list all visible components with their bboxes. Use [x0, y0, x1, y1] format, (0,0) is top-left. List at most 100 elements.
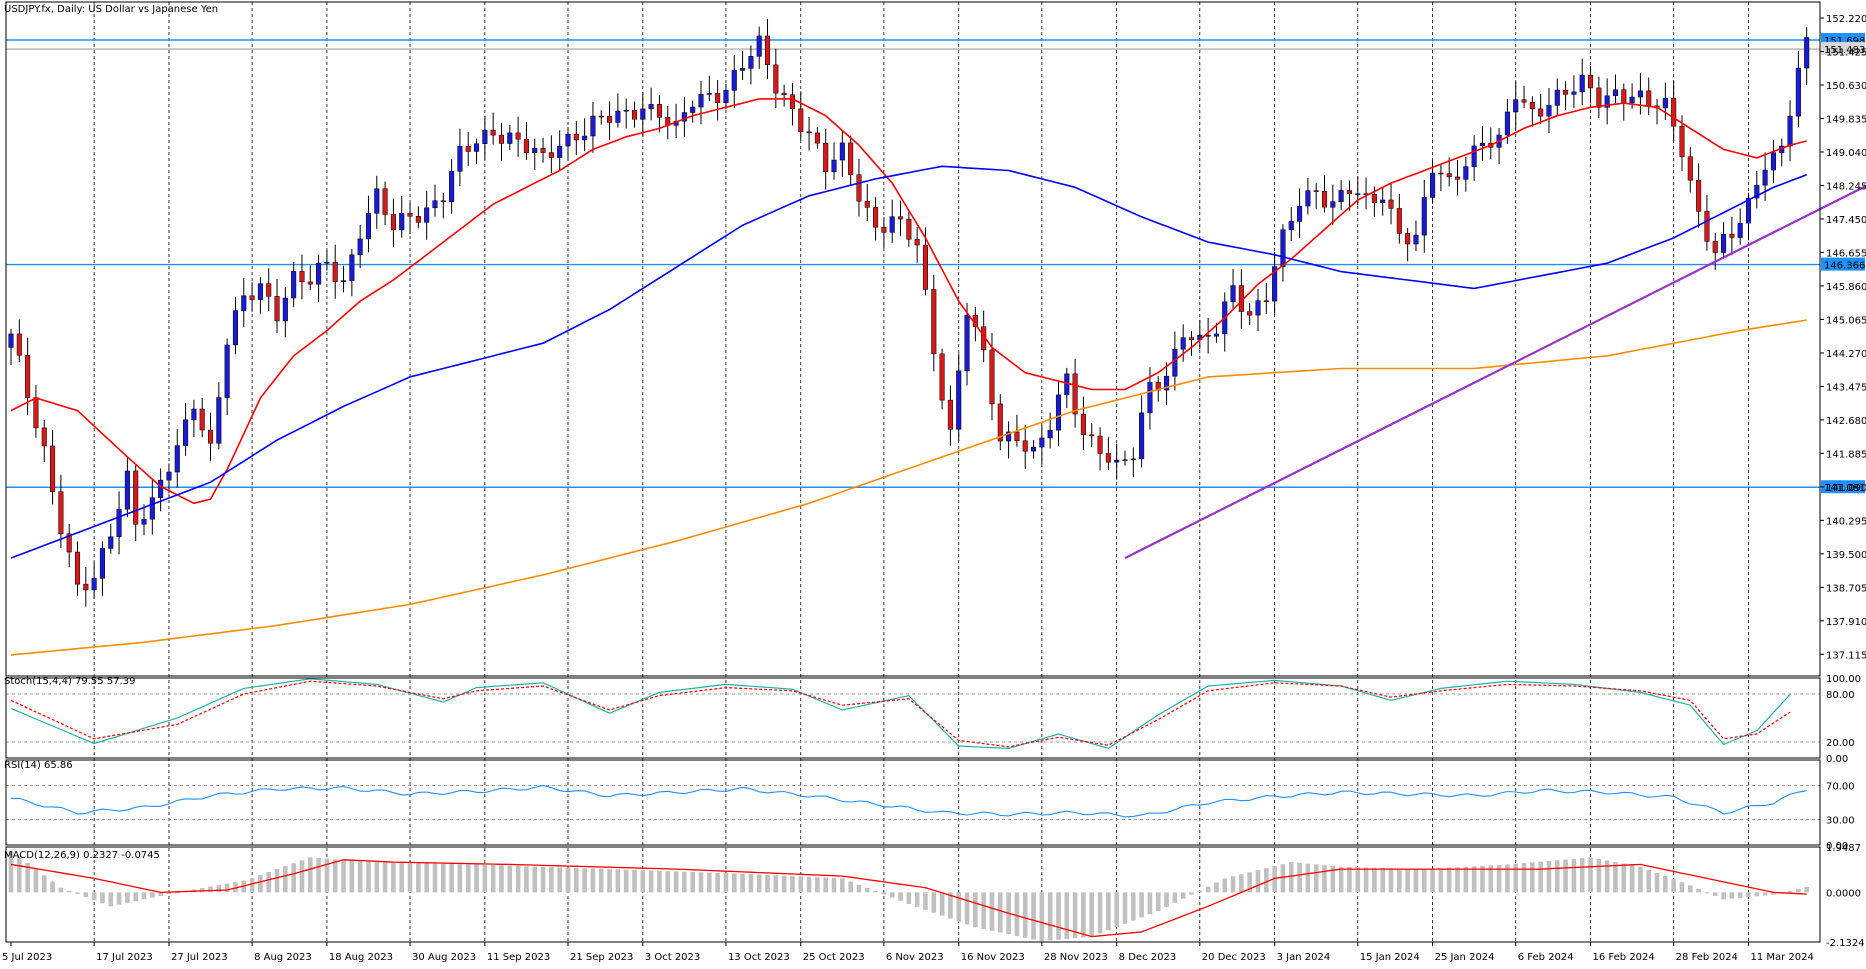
- macd-histogram-bar: [998, 892, 1003, 933]
- macd-title: MACD(12,26,9) 0.2327 -0.0745: [4, 850, 160, 861]
- macd-histogram-bar: [765, 874, 770, 893]
- macd-histogram-bar: [1430, 868, 1435, 893]
- macd-histogram-bar: [1804, 886, 1809, 893]
- macd-histogram-bar: [1696, 888, 1701, 893]
- candle-bullish: [1745, 197, 1752, 224]
- macd-signal-line: [10, 859, 1807, 938]
- macd-histogram-bar: [465, 864, 471, 893]
- candle-bearish: [873, 207, 879, 228]
- candle-bullish: [839, 142, 845, 161]
- macd-histogram-bar: [1114, 892, 1119, 927]
- candle-bearish: [498, 134, 505, 144]
- candle-bearish: [133, 470, 139, 525]
- macd-histogram-bar: [1596, 858, 1602, 893]
- candle-bearish: [1704, 211, 1710, 242]
- macd-histogram-bar: [133, 892, 138, 902]
- rsi-pane[interactable]: [6, 784, 1820, 820]
- macd-histogram-bar: [1563, 859, 1568, 893]
- candle-bearish: [415, 215, 421, 223]
- candle-bullish: [424, 207, 430, 223]
- candle-bearish: [989, 349, 995, 405]
- macd-histogram-bar: [474, 864, 479, 893]
- candle-bullish: [1130, 458, 1136, 461]
- macd-pane[interactable]: [8, 850, 1809, 942]
- macd-histogram-bar: [233, 882, 238, 893]
- macd-histogram-bar: [1297, 862, 1302, 893]
- macd-histogram-bar: [1056, 892, 1061, 940]
- candle-bullish: [756, 35, 762, 57]
- candle-bullish: [740, 68, 746, 71]
- candle-bearish: [773, 64, 779, 94]
- macd-histogram-bar: [25, 862, 30, 893]
- macd-histogram-bar: [1330, 865, 1336, 893]
- candle-bullish: [1421, 197, 1427, 236]
- price-pane[interactable]: 151.698 146.366 141.081 151.483: [6, 19, 1866, 656]
- macd-histogram-bar: [1280, 864, 1286, 893]
- candle-bearish: [1405, 233, 1411, 245]
- candle-bullish: [1637, 90, 1643, 98]
- macd-histogram-bar: [648, 870, 654, 893]
- macd-histogram-bar: [1039, 892, 1045, 942]
- y-tick-label: 141.090: [1826, 483, 1866, 494]
- candle-bearish: [1696, 179, 1702, 212]
- current-price-label: 151.483: [1824, 45, 1865, 56]
- macd-histogram-bar: [1671, 879, 1676, 893]
- candle-bullish: [1479, 142, 1486, 147]
- macd-histogram-bar: [657, 870, 662, 893]
- candle-bearish: [1454, 176, 1461, 180]
- candle-bullish: [1288, 221, 1294, 230]
- macd-histogram-bar: [108, 892, 114, 907]
- candle-bullish: [1338, 190, 1344, 202]
- macd-histogram-bar: [432, 863, 438, 893]
- candle-bullish: [1297, 205, 1303, 222]
- macd-histogram-bar: [1230, 876, 1236, 893]
- candle-bullish: [1255, 300, 1261, 316]
- macd-histogram-bar: [557, 867, 562, 893]
- macd-frame: [5, 846, 1821, 943]
- macd-histogram-bar: [1538, 861, 1543, 893]
- candle-bearish: [806, 131, 812, 134]
- macd-histogram-bar: [1729, 892, 1735, 899]
- candle-bullish: [565, 133, 571, 147]
- candle-bearish: [58, 491, 64, 535]
- stochastic-pane[interactable]: [6, 678, 1820, 750]
- candle-bearish: [789, 94, 795, 110]
- macd-histogram-bar: [948, 892, 953, 919]
- candle-bullish: [706, 93, 712, 95]
- x-tick-label: 20 Dec 2023: [1202, 952, 1266, 963]
- x-tick-label: 21 Sep 2023: [570, 952, 633, 963]
- macd-histogram-bar: [1446, 867, 1452, 893]
- macd-histogram-bar: [515, 865, 521, 893]
- y-tick-label: 143.475: [1826, 382, 1866, 393]
- candle-bullish: [681, 112, 687, 122]
- candle-bullish: [257, 283, 263, 300]
- candle-bearish: [66, 533, 72, 553]
- candle-bearish: [1188, 337, 1195, 340]
- candle-bearish: [947, 399, 953, 430]
- macd-histogram-bar: [1322, 865, 1327, 893]
- candle-bullish: [1787, 115, 1793, 147]
- trendline: [1124, 184, 1866, 560]
- candle-bullish: [449, 171, 455, 203]
- macd-histogram-bar: [1097, 892, 1103, 934]
- candle-bullish: [831, 159, 837, 173]
- y-tick-label: 150.630: [1826, 81, 1866, 92]
- level-price-label: 151.698: [1824, 36, 1865, 47]
- macd-histogram-bar: [141, 892, 147, 900]
- candle-bearish: [16, 333, 22, 356]
- candle-bullish: [1513, 99, 1519, 113]
- macd-histogram-bar: [989, 892, 995, 931]
- candle-bullish: [216, 397, 222, 444]
- macd-histogram-bar: [1438, 868, 1444, 893]
- candle-bearish: [440, 200, 446, 203]
- candle-bearish: [1687, 156, 1693, 181]
- candle-bullish: [141, 518, 147, 525]
- macd-histogram-bar: [1496, 864, 1502, 893]
- candle-bullish: [1629, 96, 1635, 104]
- candle-bearish: [823, 142, 829, 173]
- macd-histogram-bar: [66, 890, 72, 893]
- candle-bullish: [349, 254, 355, 281]
